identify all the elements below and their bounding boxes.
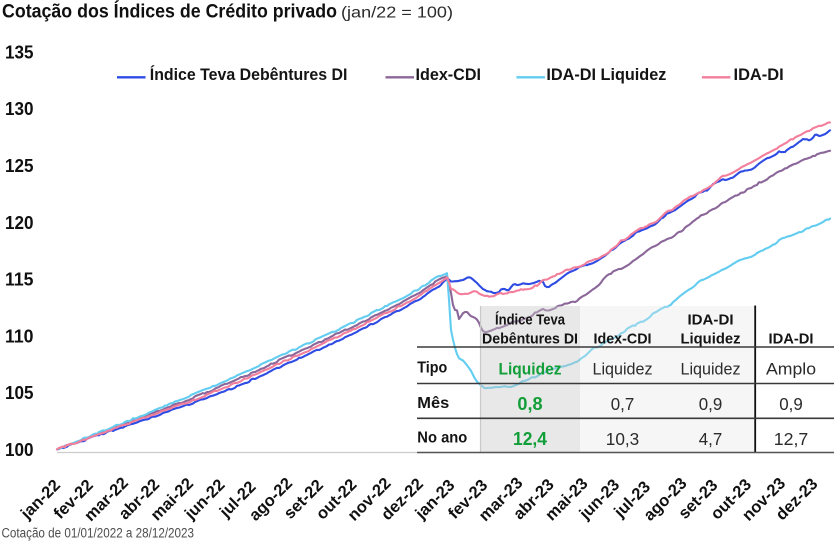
svg-text:Amplo: Amplo xyxy=(766,360,816,379)
svg-text:10,3: 10,3 xyxy=(606,429,640,449)
svg-text:0,8: 0,8 xyxy=(517,394,542,414)
svg-text:(jan/22 = 100): (jan/22 = 100) xyxy=(341,4,453,21)
svg-text:Tipo: Tipo xyxy=(417,359,447,376)
svg-text:4,7: 4,7 xyxy=(699,429,723,449)
svg-text:105: 105 xyxy=(5,382,34,403)
svg-text:IDA-DI: IDA-DI xyxy=(769,330,814,347)
svg-text:135: 135 xyxy=(5,41,34,62)
svg-text:12,4: 12,4 xyxy=(513,429,547,449)
svg-text:Debêntures DI: Debêntures DI xyxy=(482,330,578,347)
svg-text:IDA-DI: IDA-DI xyxy=(734,65,784,84)
svg-text:Liquidez: Liquidez xyxy=(681,360,741,379)
svg-text:Liquidez: Liquidez xyxy=(681,330,741,347)
svg-text:115: 115 xyxy=(5,269,34,290)
svg-text:IDA-DI Liquidez: IDA-DI Liquidez xyxy=(546,65,666,84)
svg-text:Índice Teva: Índice Teva xyxy=(495,311,566,328)
svg-text:No ano: No ano xyxy=(417,429,467,446)
svg-text:0,9: 0,9 xyxy=(699,394,723,414)
svg-text:125: 125 xyxy=(5,155,34,176)
svg-text:Idex-CDI: Idex-CDI xyxy=(416,65,482,84)
svg-text:Idex-CDI: Idex-CDI xyxy=(594,330,652,347)
svg-text:110: 110 xyxy=(5,325,34,346)
svg-text:Cotação de 01/01/2022 a 28/12/: Cotação de 01/01/2022 a 28/12/2023 xyxy=(2,526,195,541)
svg-text:100: 100 xyxy=(5,439,34,460)
svg-text:Liquidez: Liquidez xyxy=(593,360,653,379)
svg-text:12,7: 12,7 xyxy=(774,429,809,449)
svg-text:0,7: 0,7 xyxy=(611,394,635,414)
svg-text:Mês: Mês xyxy=(417,395,449,412)
svg-text:Liquidez: Liquidez xyxy=(499,360,562,379)
svg-text:Índice Teva Debêntures DI: Índice Teva Debêntures DI xyxy=(150,65,348,84)
svg-text:IDA-DI: IDA-DI xyxy=(688,311,734,328)
svg-text:0,9: 0,9 xyxy=(779,394,803,414)
svg-text:130: 130 xyxy=(5,98,34,119)
svg-text:Cotação dos Índices de Crédito: Cotação dos Índices de Crédito privado xyxy=(2,0,337,22)
svg-text:120: 120 xyxy=(5,212,34,233)
